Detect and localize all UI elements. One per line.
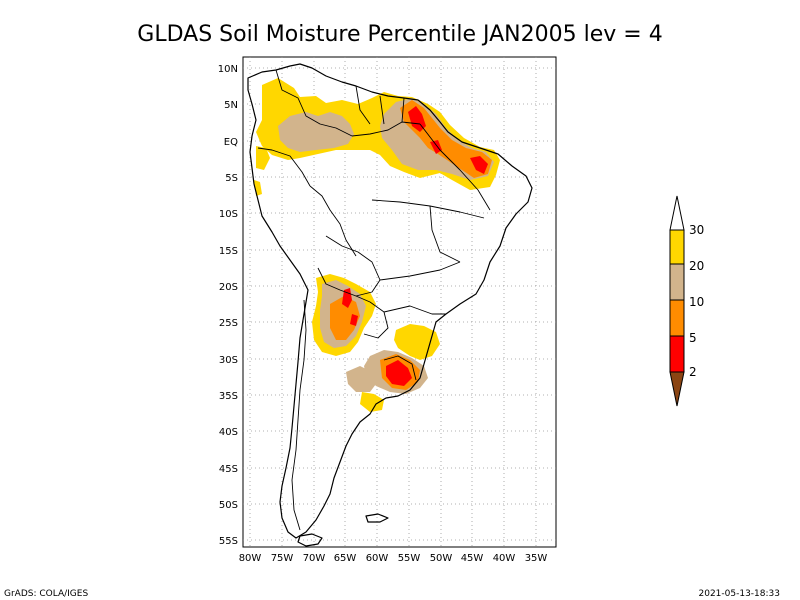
legend-swatch-10-20 xyxy=(669,263,685,301)
legend-top-triangle xyxy=(669,195,685,231)
region-2-5-south-east xyxy=(386,360,412,386)
region-2-5-north-east-3 xyxy=(430,140,442,154)
lat-label-20s: 20S xyxy=(219,282,238,293)
border-brazil-states-3 xyxy=(379,261,461,281)
lat-label-15s: 15S xyxy=(219,246,238,257)
lat-label-5n: 5N xyxy=(224,100,238,111)
coastline xyxy=(247,63,533,547)
border-brazil-states-4 xyxy=(383,305,446,315)
legend-label-20: 20 xyxy=(689,259,704,273)
border-bolivia xyxy=(317,235,381,297)
lat-label-10s: 10S xyxy=(219,209,238,220)
lat-label-30s: 30S xyxy=(219,355,238,366)
map-title: GLDAS Soil Moisture Percentile JAN2005 l… xyxy=(137,22,662,47)
border-colombia-ecuador-peru xyxy=(257,147,311,187)
lat-label-45s: 45S xyxy=(219,464,238,475)
region-2-5-central xyxy=(342,288,352,308)
border-argentina-chile xyxy=(291,299,307,531)
lat-label-5s: 5S xyxy=(225,173,238,184)
region-20-30-south-east xyxy=(394,324,440,360)
region-5-10-central xyxy=(330,296,360,340)
border-brazil-states xyxy=(419,123,491,211)
lat-label-40s: 40S xyxy=(219,427,238,438)
footer-credit: GrADS: COLA/IGES xyxy=(4,589,88,599)
region-20-30-pampas xyxy=(360,392,384,412)
soil-moisture-fill xyxy=(254,78,500,412)
lon-label-80w: 80W xyxy=(239,553,262,564)
legend-label-30: 30 xyxy=(689,223,704,237)
border-peru-brazil xyxy=(309,185,357,257)
region-20-30-west-coast xyxy=(256,146,270,170)
legend-swatch-20-30 xyxy=(669,229,685,265)
lon-label-75w: 75W xyxy=(271,553,294,564)
legend-swatch-5-10 xyxy=(669,299,685,337)
lon-label-70w: 70W xyxy=(303,553,326,564)
border-colombia-venezuela xyxy=(275,69,353,137)
footer-timestamp: 2021-05-13-18:33 xyxy=(699,589,781,599)
border-venezuela-guyana xyxy=(355,85,371,125)
lat-label-10n: 10N xyxy=(218,64,238,75)
legend-bottom-triangle xyxy=(669,371,685,407)
region-10-20-pampas xyxy=(346,366,376,392)
legend-label-2: 2 xyxy=(689,365,697,379)
lon-label-40w: 40W xyxy=(493,553,516,564)
lon-tick-labels: 80W 75W 70W 65W 60W 55W 50W 45W 40W 35W xyxy=(239,553,548,564)
lat-label-35s: 35S xyxy=(219,391,238,402)
south-america-coastline xyxy=(247,63,533,539)
border-brazil-states-5 xyxy=(429,205,461,263)
legend-swatch-2-5 xyxy=(669,335,685,373)
lon-label-45w: 45W xyxy=(461,553,484,564)
border-uruguay xyxy=(383,355,417,381)
lat-label-25s: 25S xyxy=(219,318,238,329)
color-legend: 30 20 10 5 2 xyxy=(669,195,704,407)
falklands-coastline xyxy=(365,513,389,523)
border-guyana-suriname xyxy=(379,95,385,125)
lon-label-50w: 50W xyxy=(430,553,453,564)
legend-label-5: 5 xyxy=(689,331,697,345)
lon-label-65w: 65W xyxy=(334,553,357,564)
lat-tick-labels: 10N 5N EQ 5S 10S 15S 20S 25S 30S 35S 40S… xyxy=(218,64,238,547)
lat-label-50s: 50S xyxy=(219,500,238,511)
border-suriname-guiana xyxy=(401,97,405,123)
country-borders xyxy=(257,69,491,531)
tierra-del-fuego-coastline xyxy=(297,533,323,547)
lon-label-55w: 55W xyxy=(398,553,421,564)
region-2-5-north-east-2 xyxy=(470,156,488,174)
lat-label-eq: EQ xyxy=(224,137,238,148)
region-10-20-north-west xyxy=(278,112,354,152)
region-2-5-central-2 xyxy=(350,314,358,326)
lat-label-55s: 55S xyxy=(219,536,238,547)
plot-area: 10N 5N EQ 5S 10S 15S 20S 25S 30S 35S 40S… xyxy=(218,56,557,564)
legend-label-10: 10 xyxy=(689,295,704,309)
lon-label-35w: 35W xyxy=(525,553,548,564)
border-paraguay xyxy=(355,295,389,339)
lon-label-60w: 60W xyxy=(366,553,389,564)
border-brazil-north xyxy=(351,121,421,137)
